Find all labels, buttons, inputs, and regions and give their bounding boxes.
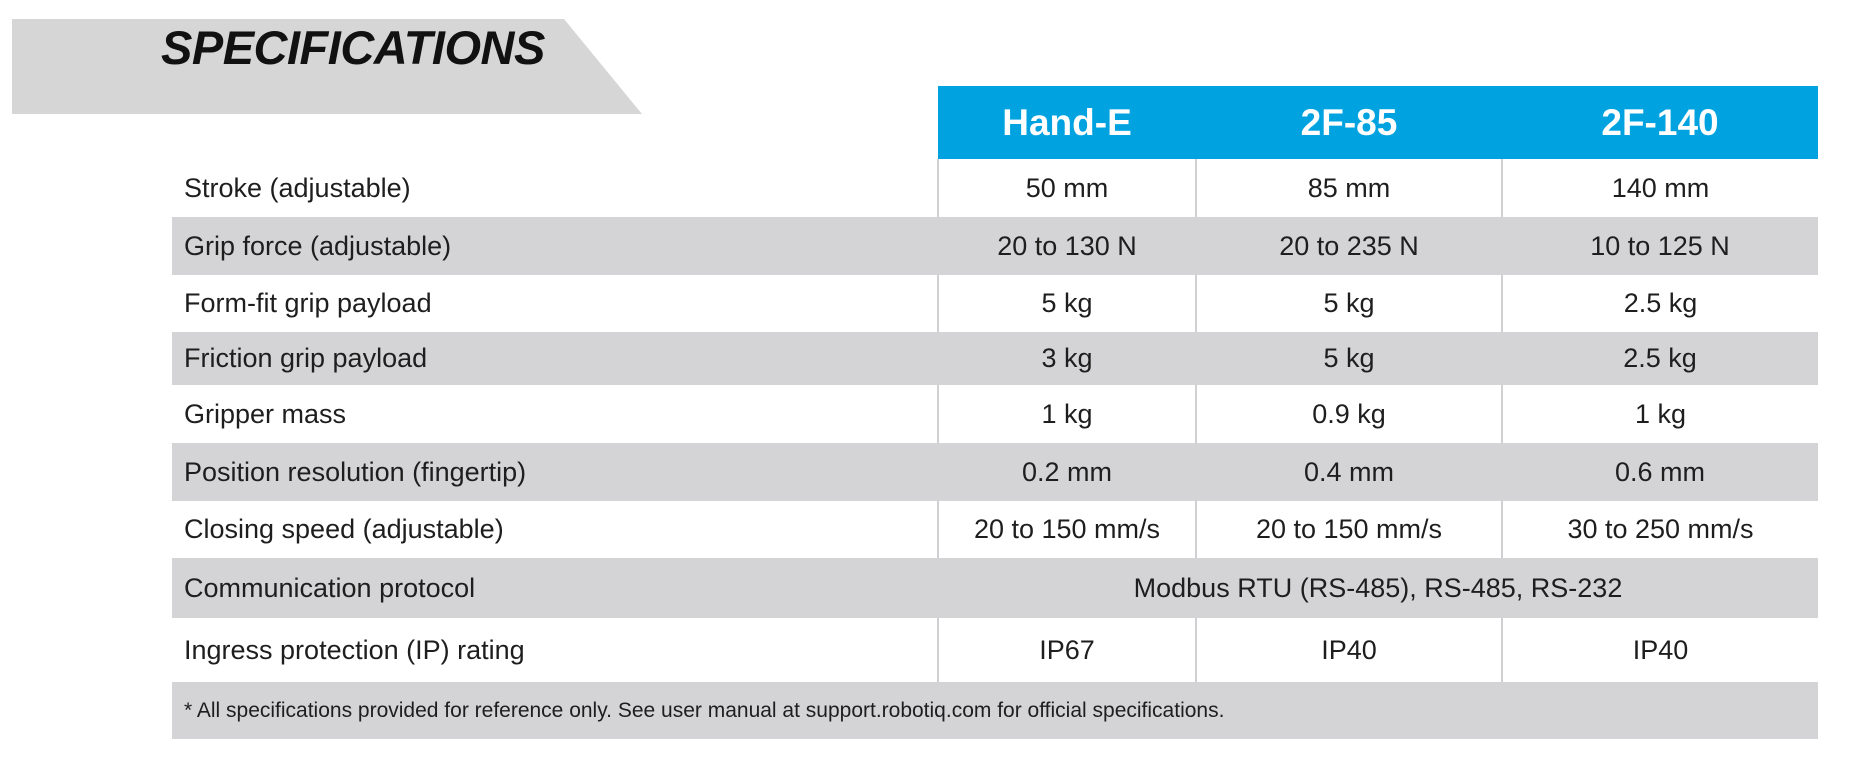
cell-value: 5 kg	[938, 275, 1197, 332]
row-label: Gripper mass	[172, 385, 939, 443]
cell-value: 85 mm	[1196, 159, 1503, 217]
table-row: Communication protocol Modbus RTU (RS-48…	[172, 558, 1818, 618]
table-row: Ingress protection (IP) rating IP67 IP40…	[172, 618, 1818, 682]
row-label: Communication protocol	[172, 558, 938, 618]
cell-value: 0.4 mm	[1196, 443, 1502, 501]
table-row: Form-fit grip payload 5 kg 5 kg 2.5 kg	[172, 275, 1818, 332]
row-label: Closing speed (adjustable)	[172, 501, 939, 558]
table-header-row: Hand-E 2F-85 2F-140	[172, 86, 1818, 159]
table-row: Friction grip payload 3 kg 5 kg 2.5 kg	[172, 332, 1818, 385]
row-label: Form-fit grip payload	[172, 275, 939, 332]
cell-value: 30 to 250 mm/s	[1502, 501, 1818, 558]
row-label: Position resolution (fingertip)	[172, 443, 938, 501]
cell-value: 10 to 125 N	[1502, 217, 1818, 275]
cell-value: 5 kg	[1196, 275, 1503, 332]
cell-value: IP67	[938, 618, 1197, 682]
page-title: SPECIFICATIONS	[161, 21, 545, 74]
cell-value: 3 kg	[938, 332, 1196, 385]
cell-value: 5 kg	[1196, 332, 1502, 385]
cell-value: 20 to 235 N	[1196, 217, 1502, 275]
cell-value: 50 mm	[938, 159, 1197, 217]
cell-value: 1 kg	[1502, 385, 1818, 443]
header-blank-cell	[172, 86, 938, 159]
table-row: Gripper mass 1 kg 0.9 kg 1 kg	[172, 385, 1818, 443]
cell-value: 2.5 kg	[1502, 332, 1818, 385]
table-row: Closing speed (adjustable) 20 to 150 mm/…	[172, 501, 1818, 558]
row-label: Ingress protection (IP) rating	[172, 618, 939, 682]
row-label: Friction grip payload	[172, 332, 938, 385]
cell-value: IP40	[1502, 618, 1818, 682]
cell-value: 20 to 130 N	[938, 217, 1196, 275]
cell-value: IP40	[1196, 618, 1503, 682]
cell-value: 2.5 kg	[1502, 275, 1818, 332]
cell-value: 140 mm	[1502, 159, 1818, 217]
cell-value: 20 to 150 mm/s	[1196, 501, 1503, 558]
column-header-2f-140: 2F-140	[1502, 86, 1818, 159]
specifications-table: Hand-E 2F-85 2F-140 Stroke (adjustable) …	[172, 86, 1818, 739]
cell-value: 1 kg	[938, 385, 1197, 443]
cell-value: 0.2 mm	[938, 443, 1196, 501]
footnote-row: * All specifications provided for refere…	[172, 682, 1818, 739]
footnote: * All specifications provided for refere…	[172, 682, 1818, 739]
table-row: Grip force (adjustable) 20 to 130 N 20 t…	[172, 217, 1818, 275]
row-label: Grip force (adjustable)	[172, 217, 938, 275]
cell-value: 0.9 kg	[1196, 385, 1503, 443]
cell-value: 20 to 150 mm/s	[938, 501, 1197, 558]
cell-value: 0.6 mm	[1502, 443, 1818, 501]
column-header-2f-85: 2F-85	[1196, 86, 1502, 159]
table-row: Stroke (adjustable) 50 mm 85 mm 140 mm	[172, 159, 1818, 217]
cell-value-merged: Modbus RTU (RS-485), RS-485, RS-232	[938, 558, 1818, 618]
row-label: Stroke (adjustable)	[172, 159, 939, 217]
column-header-hand-e: Hand-E	[938, 86, 1196, 159]
table-row: Position resolution (fingertip) 0.2 mm 0…	[172, 443, 1818, 501]
title-banner	[12, 19, 642, 114]
